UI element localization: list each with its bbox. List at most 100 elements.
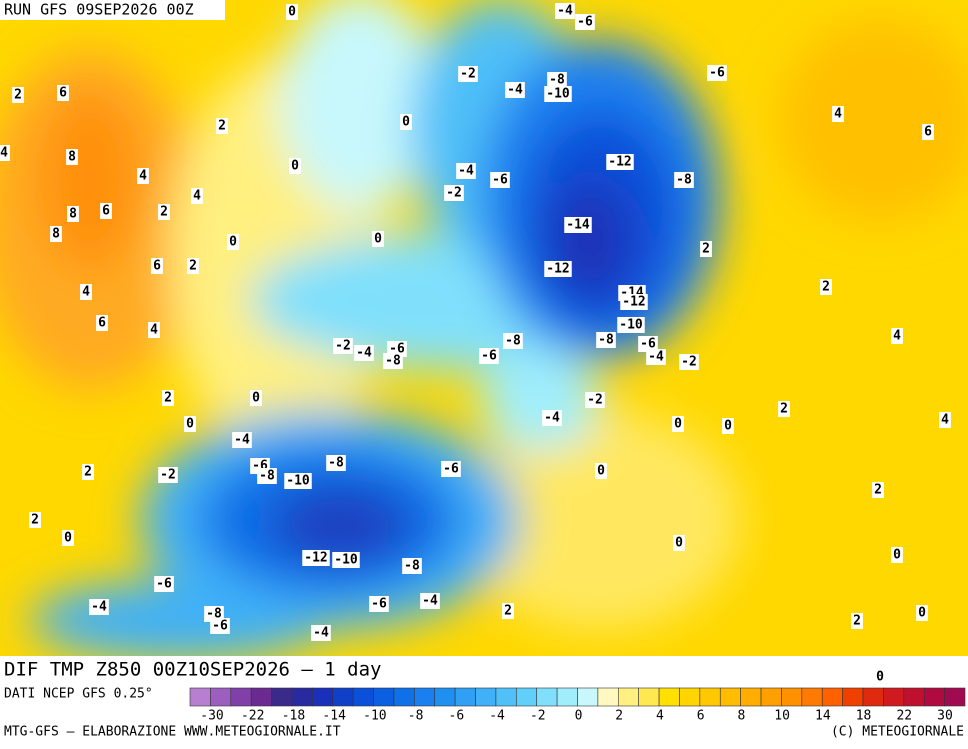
contour-label-box bbox=[29, 512, 41, 528]
contour-label-box bbox=[332, 552, 360, 568]
colorbar-swatch bbox=[393, 687, 415, 707]
contour-label: 0 bbox=[674, 417, 682, 432]
contour-label-box bbox=[505, 82, 525, 98]
contour-label: 0 bbox=[597, 464, 605, 479]
contour-label-box bbox=[617, 317, 645, 333]
contour-label-box bbox=[673, 535, 685, 551]
contour-label: 0 bbox=[291, 159, 299, 174]
contour-label-box bbox=[402, 558, 422, 574]
contour-label: -8 bbox=[328, 456, 344, 471]
colorbar-swatch bbox=[801, 687, 823, 707]
colorbar-swatch bbox=[495, 687, 517, 707]
credit: MTG-GFS — ELABORAZIONE WWW.METEOGIORNALE… bbox=[4, 725, 341, 740]
contour-label: -8 bbox=[505, 334, 521, 349]
contour-label-box bbox=[700, 241, 712, 257]
contour-label: -4 bbox=[458, 164, 474, 179]
contour-label: 6 bbox=[102, 204, 110, 219]
contour-label: -6 bbox=[481, 349, 497, 364]
colorbar-swatch bbox=[944, 687, 966, 707]
contour-label-box bbox=[851, 613, 863, 629]
contour-label: -8 bbox=[549, 73, 565, 88]
contour-label-box bbox=[672, 416, 684, 432]
contour-label: 2 bbox=[874, 483, 882, 498]
contour-label-box bbox=[707, 65, 727, 81]
contour-label-box bbox=[479, 348, 499, 364]
contour-label: -12 bbox=[622, 295, 645, 310]
colorbar-tick-label: -8 bbox=[408, 709, 424, 724]
contour-label-box bbox=[778, 401, 790, 417]
colorbar-swatch bbox=[740, 687, 762, 707]
contour-label: -4 bbox=[507, 83, 523, 98]
contour-label-box bbox=[420, 593, 440, 609]
contour-label-box bbox=[89, 599, 109, 615]
contour-label-box bbox=[620, 294, 648, 310]
colorbar-tick-label: 2 bbox=[615, 709, 623, 724]
colorbar-swatch bbox=[312, 687, 334, 707]
contour-label: -2 bbox=[335, 339, 351, 354]
contour-label-box bbox=[333, 338, 353, 354]
contour-label-box bbox=[100, 203, 112, 219]
contour-label: -12 bbox=[546, 262, 569, 277]
contour-label: -6 bbox=[577, 15, 593, 30]
contour-label-box bbox=[0, 145, 10, 161]
contour-label-box bbox=[66, 149, 78, 165]
contour-label: 2 bbox=[702, 242, 710, 257]
contour-label: -10 bbox=[286, 474, 310, 489]
colorbar-swatch bbox=[189, 687, 211, 707]
contour-label: 0 bbox=[675, 536, 683, 551]
contour-label: -10 bbox=[619, 318, 643, 333]
colorbar-tick-label: -18 bbox=[282, 709, 305, 724]
colorbar-tick-label: -14 bbox=[322, 709, 346, 724]
contour-label: -4 bbox=[313, 626, 329, 641]
colorbar-swatch bbox=[536, 687, 558, 707]
contour-label-box bbox=[891, 328, 903, 344]
contour-label: 2 bbox=[504, 604, 512, 619]
contour-label-box bbox=[232, 432, 252, 448]
contour-label: 2 bbox=[164, 391, 172, 406]
contour-label: 6 bbox=[98, 316, 106, 331]
colorbar-swatch bbox=[597, 687, 619, 707]
contour-label-box bbox=[444, 185, 464, 201]
colorbar-tick-label: -22 bbox=[241, 709, 264, 724]
contour-label-box bbox=[210, 618, 230, 634]
colorbar-tick-label: 10 bbox=[774, 709, 790, 724]
contour-label: -4 bbox=[557, 4, 573, 19]
contour-label: 4 bbox=[893, 329, 901, 344]
colorbar-tick-label: 22 bbox=[896, 709, 912, 724]
contour-label-box bbox=[872, 482, 884, 498]
contour-label: -10 bbox=[546, 87, 570, 102]
contour-label-box bbox=[383, 353, 403, 369]
contour-label: -6 bbox=[156, 577, 172, 592]
source: DATI NCEP GFS 0.25° bbox=[4, 687, 153, 702]
contour-label: 2 bbox=[160, 205, 168, 220]
colorbar-swatch bbox=[760, 687, 782, 707]
colorbar-swatch bbox=[556, 687, 578, 707]
contour-label-box bbox=[547, 72, 567, 88]
run-box bbox=[0, 0, 225, 20]
contour-label: 8 bbox=[69, 207, 77, 222]
colorbar-swatch bbox=[617, 687, 639, 707]
contour-label-box bbox=[184, 416, 196, 432]
contour-label-box bbox=[250, 390, 262, 406]
contour-label: 6 bbox=[153, 259, 161, 274]
contour-label: 2 bbox=[218, 119, 226, 134]
contour-label-box bbox=[158, 204, 170, 220]
contour-label-box bbox=[922, 124, 934, 140]
contour-label-box bbox=[544, 261, 572, 277]
colorbar-swatch bbox=[414, 687, 436, 707]
contour-label: -2 bbox=[587, 393, 603, 408]
contour-label: -8 bbox=[598, 333, 614, 348]
colorbar-swatch bbox=[679, 687, 701, 707]
contour-label: 4 bbox=[193, 189, 201, 204]
colorbar-swatch bbox=[862, 687, 884, 707]
colorbar-swatch bbox=[250, 687, 272, 707]
contour-label: 2 bbox=[780, 402, 788, 417]
contour-label: 2 bbox=[853, 614, 861, 629]
contour-label-box bbox=[458, 66, 478, 82]
contour-label-box bbox=[354, 345, 374, 361]
contour-label: 4 bbox=[834, 107, 842, 122]
colorbar-tick-label: -4 bbox=[489, 709, 505, 724]
contour-label-box bbox=[62, 530, 74, 546]
